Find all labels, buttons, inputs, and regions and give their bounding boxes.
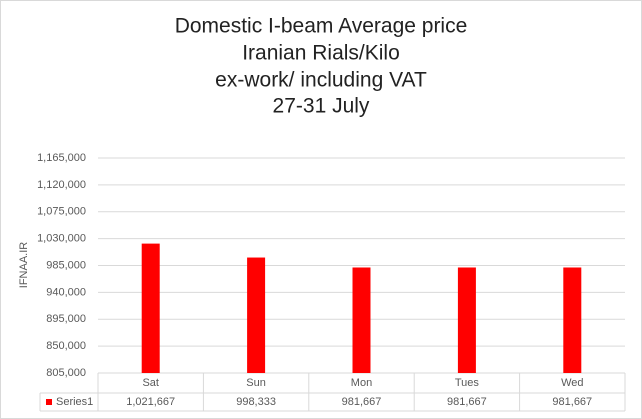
data-table-value: 981,667 xyxy=(552,396,592,408)
data-table-value: 998,333 xyxy=(236,396,276,408)
legend-label: Series1 xyxy=(56,396,93,408)
y-tick-label: 1,165,000 xyxy=(37,152,86,164)
y-tick-label: 940,000 xyxy=(46,286,86,298)
y-tick-label: 1,120,000 xyxy=(37,179,86,191)
data-table-value: 1,021,667 xyxy=(126,396,175,408)
bar xyxy=(563,267,582,373)
bar xyxy=(141,243,160,373)
chart-title: Iranian Rials/Kilo xyxy=(242,42,400,65)
chart-title: ex-work/ including VAT xyxy=(215,69,427,92)
y-axis-label: IFNAA.IR xyxy=(18,242,30,289)
chart-title: Domestic I-beam Average price xyxy=(175,15,468,38)
chart-title: 27-31 July xyxy=(273,95,370,118)
bar xyxy=(457,267,476,373)
legend-key xyxy=(46,399,52,405)
y-tick-label: 1,075,000 xyxy=(37,206,86,218)
x-tick-label: Mon xyxy=(351,377,372,389)
x-tick-label: Tues xyxy=(455,377,480,389)
data-table-value: 981,667 xyxy=(447,396,487,408)
y-tick-label: 895,000 xyxy=(46,313,86,325)
y-tick-label: 1,030,000 xyxy=(37,233,86,245)
x-tick-label: Sat xyxy=(142,377,159,389)
x-tick-label: Wed xyxy=(561,377,583,389)
bar xyxy=(352,267,371,373)
data-table-value: 981,667 xyxy=(342,396,382,408)
x-tick-label: Sun xyxy=(246,377,266,389)
y-tick-label: 850,000 xyxy=(46,340,86,352)
bar xyxy=(247,257,266,373)
y-tick-label: 805,000 xyxy=(46,367,86,379)
y-tick-label: 985,000 xyxy=(46,259,86,271)
